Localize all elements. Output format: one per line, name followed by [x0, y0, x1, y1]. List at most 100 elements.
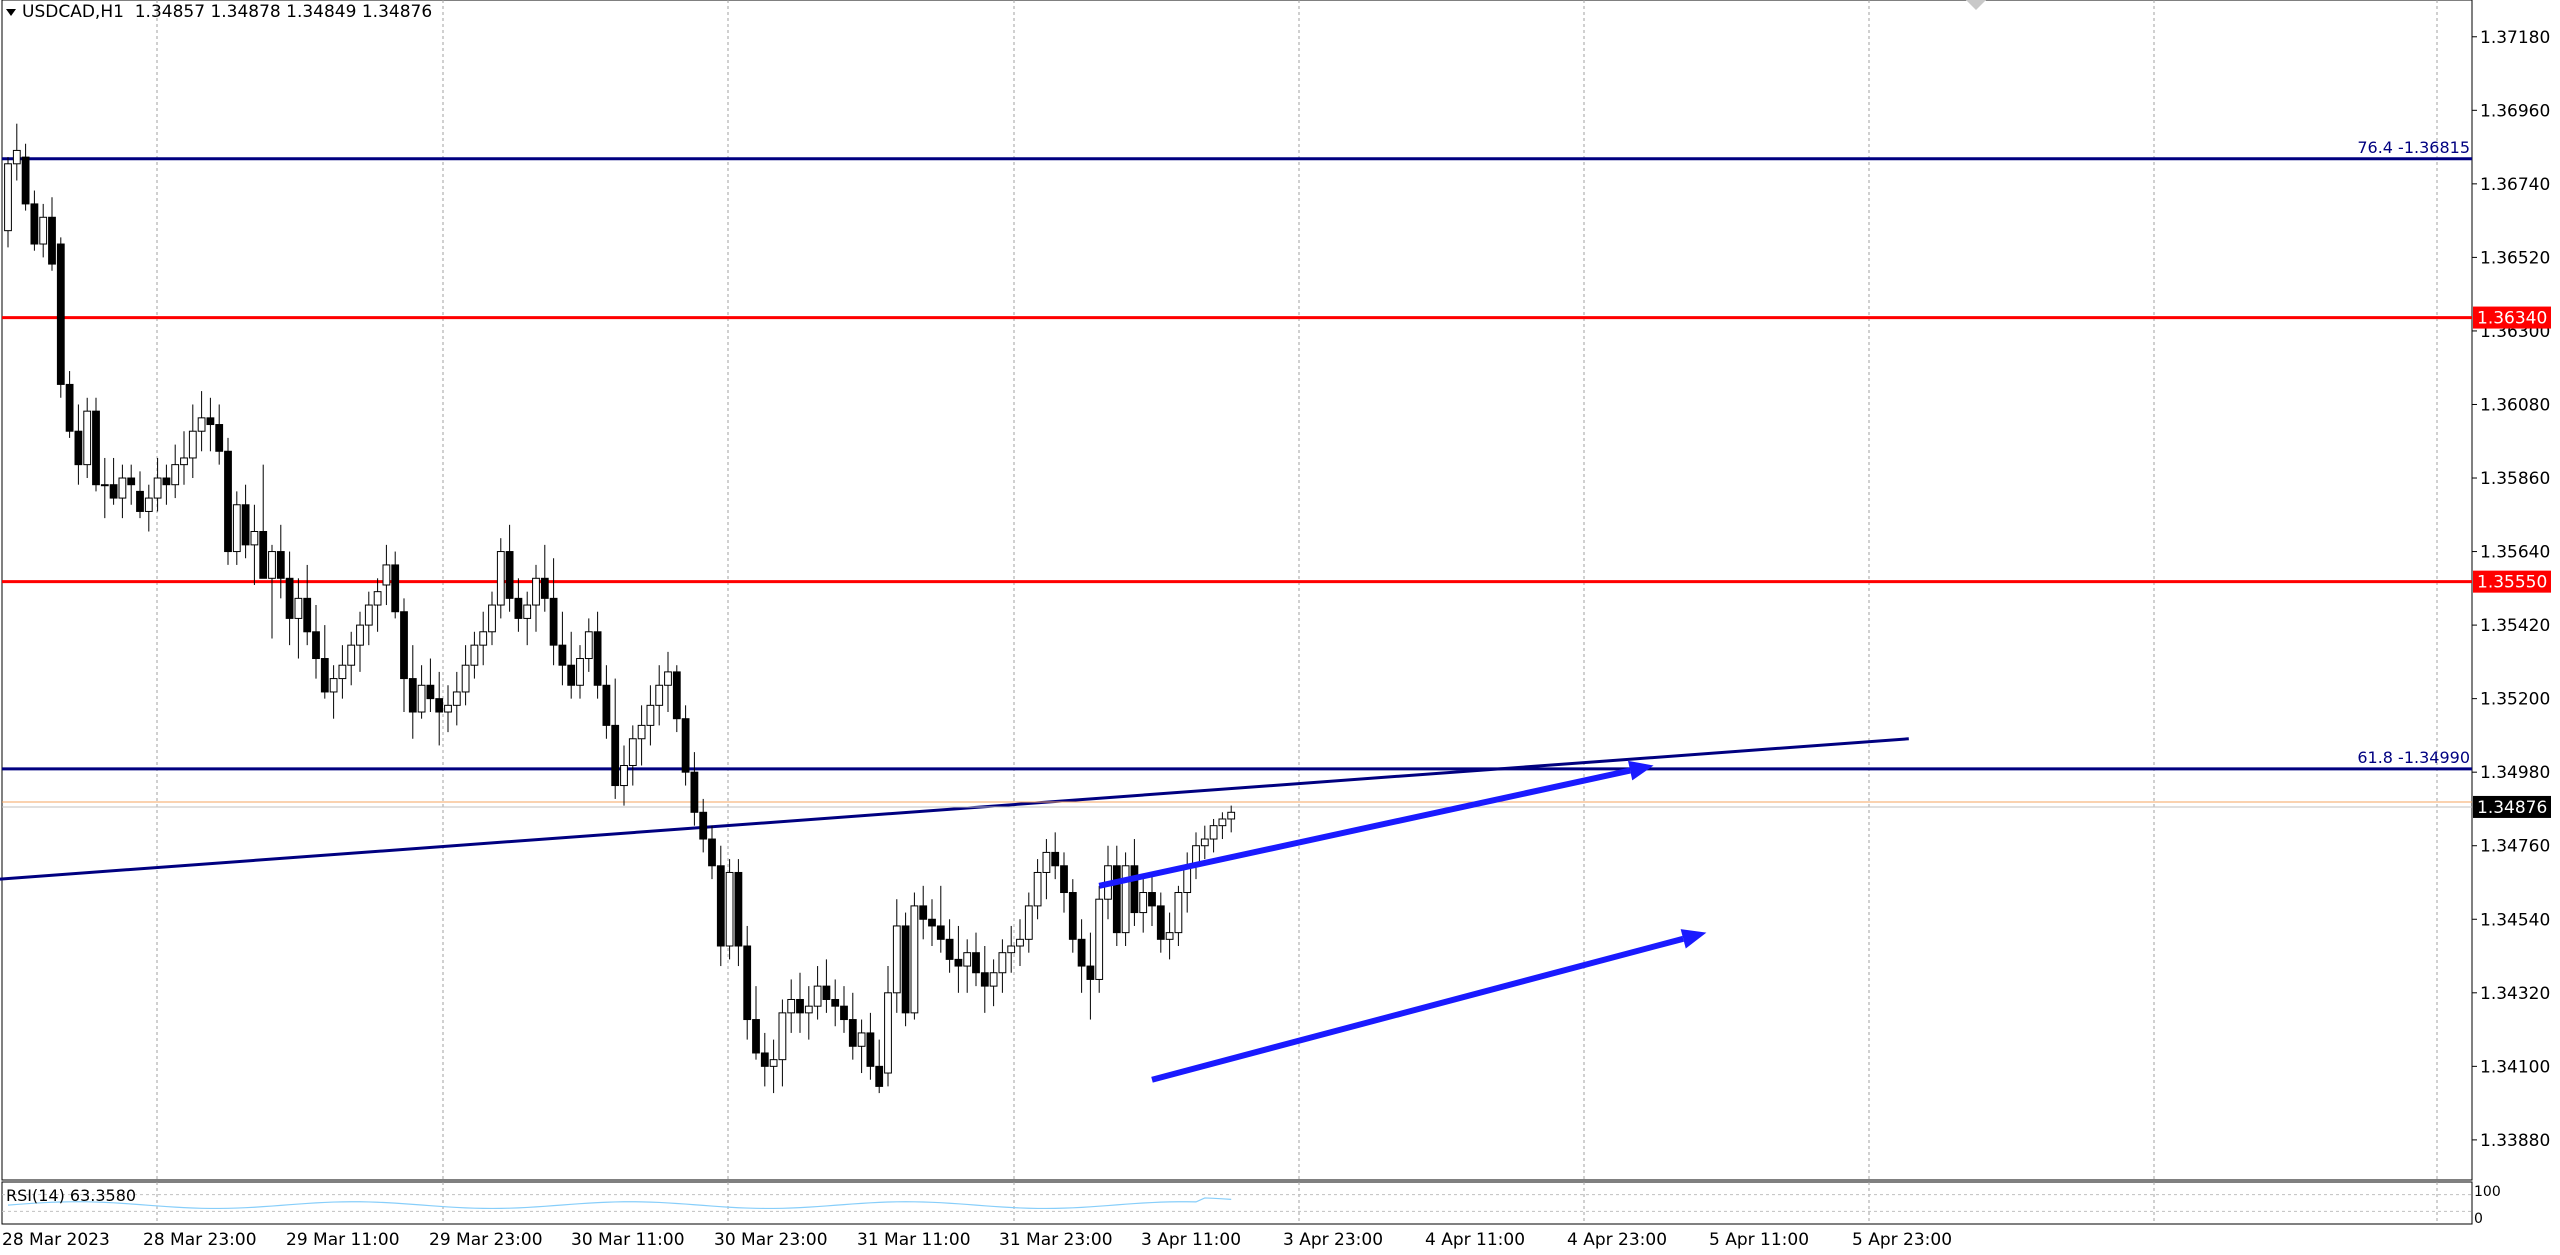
price-axis-label: 1.34100	[2480, 1057, 2550, 1077]
price-axis-label: 1.35200	[2480, 690, 2550, 710]
time-axis-label: 30 Mar 23:00	[714, 1230, 828, 1250]
candle-body	[646, 704, 655, 726]
candle-body	[100, 484, 109, 487]
candle-body	[197, 417, 206, 432]
candle-body	[127, 477, 136, 486]
candle-body	[294, 597, 303, 619]
time-axis-label: 29 Mar 23:00	[429, 1230, 543, 1250]
candle-body	[875, 1065, 884, 1087]
candle-body	[276, 551, 285, 579]
candle-body	[241, 504, 250, 546]
time-axis-label: 28 Mar 2023	[2, 1230, 110, 1250]
candle-body	[382, 564, 391, 586]
candle-body	[936, 925, 945, 940]
candle-body	[628, 738, 637, 766]
candle-body	[426, 684, 435, 700]
current-price-label: 1.34876	[2477, 798, 2547, 818]
price-axis-label: 1.34320	[2480, 984, 2550, 1004]
candle-body	[664, 671, 672, 686]
candle-body	[567, 664, 576, 686]
candle-body	[716, 865, 725, 947]
candle-body	[1130, 865, 1139, 914]
candle-body	[989, 972, 998, 987]
candle-body	[1016, 938, 1024, 947]
candle-body	[83, 410, 92, 466]
price-axis-label: 1.37180	[2480, 28, 2550, 48]
candle-body	[1068, 892, 1077, 940]
symbol-label: USDCAD,H1	[22, 2, 124, 22]
time-axis-label: 4 Apr 11:00	[1425, 1230, 1525, 1250]
candle-body	[901, 925, 910, 1014]
candle-body	[435, 698, 444, 713]
candle-body	[373, 591, 382, 606]
candle-body	[1077, 938, 1086, 967]
candle-body	[347, 644, 356, 666]
price-axis-label: 1.35420	[2480, 616, 2550, 636]
candle-body	[672, 671, 681, 720]
time-axis-label: 31 Mar 23:00	[999, 1230, 1113, 1250]
candle-body	[620, 764, 628, 787]
candle-body	[734, 871, 743, 947]
candle-body	[224, 450, 232, 553]
candle-body	[584, 631, 593, 660]
candle-body	[540, 577, 549, 599]
candle-body	[1148, 892, 1156, 907]
price-level-tag	[2473, 306, 2551, 329]
candle-body	[312, 631, 320, 660]
candle-body	[153, 477, 162, 499]
candle-body	[250, 531, 259, 546]
candle-body	[92, 410, 100, 486]
candle-body	[998, 952, 1007, 974]
candle-body	[655, 684, 664, 706]
candle-body	[4, 163, 12, 232]
candle-body	[611, 724, 620, 787]
candle-body	[822, 985, 831, 1000]
trend-arrow	[1098, 767, 1631, 889]
candle-body	[180, 457, 188, 466]
candle-body	[215, 424, 224, 452]
candle-body	[848, 1019, 857, 1047]
candle-body	[804, 1005, 813, 1014]
trend-arrow	[1151, 935, 1684, 1083]
candle-body	[1024, 905, 1033, 940]
candle-body	[488, 604, 496, 633]
candle-body	[954, 958, 963, 967]
dropdown-triangle-icon[interactable]	[6, 8, 16, 16]
price-axis-label: 1.33880	[2480, 1131, 2550, 1151]
candle-body	[866, 1032, 875, 1067]
candle-body	[637, 724, 646, 740]
candle-body	[699, 811, 708, 840]
candle-body	[39, 216, 48, 245]
candle-body	[1165, 932, 1174, 940]
candle-body	[593, 631, 602, 686]
candle-body	[505, 551, 514, 599]
candle-body	[813, 985, 822, 1007]
candle-body	[1112, 865, 1121, 934]
candle-body	[760, 1052, 769, 1067]
candle-body	[1200, 838, 1209, 847]
candle-body	[408, 678, 417, 713]
candle-body	[945, 938, 954, 960]
candle-body	[1227, 811, 1236, 820]
candle-body	[461, 664, 470, 693]
chart-header: USDCAD,H1 1.34857 1.34878 1.34849 1.3487…	[6, 2, 432, 22]
rsi-frame	[1, 1181, 2473, 1225]
candle-body	[602, 684, 611, 726]
candle-body	[391, 564, 400, 613]
price-level-tag-text: 1.36340	[2477, 309, 2547, 329]
candle-body	[857, 1032, 866, 1047]
candle-body	[1209, 825, 1218, 840]
candle-body	[690, 771, 699, 813]
candle-body	[56, 243, 65, 385]
candle-body	[708, 838, 716, 867]
candle-body	[1156, 905, 1165, 940]
price-level-tag-text: 1.35550	[2477, 573, 2547, 593]
ohlc-values: 1.34857 1.34878 1.34849 1.34876	[134, 2, 433, 22]
candle-body	[1051, 851, 1060, 867]
candle-body	[725, 871, 734, 947]
candle-body	[1218, 818, 1227, 827]
candle-body	[796, 998, 804, 1014]
candle-body	[549, 597, 558, 646]
